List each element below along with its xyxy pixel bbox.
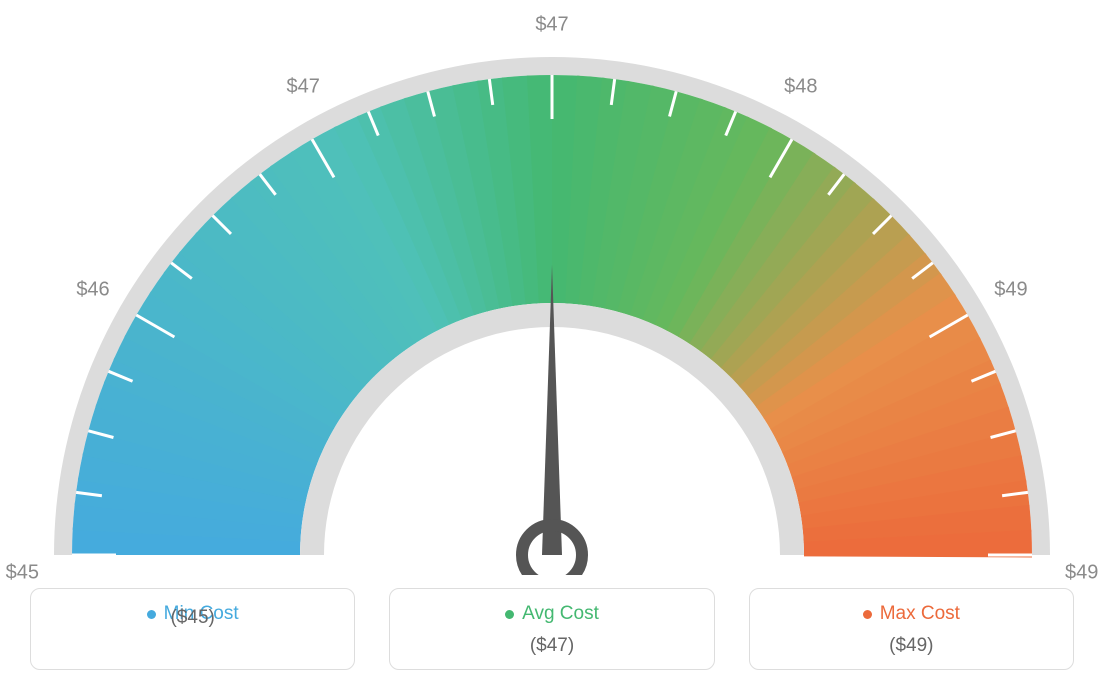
- legend-card-max: Max Cost ($49): [749, 588, 1074, 670]
- legend-title-text: Avg Cost: [522, 603, 599, 625]
- legend-title-max: Max Cost: [863, 603, 960, 625]
- dot-icon: [863, 610, 872, 619]
- gauge: $45$46$47$47$48$49$49: [0, 0, 1104, 575]
- gauge-tick-label: $49: [994, 279, 1027, 302]
- gauge-svg: [0, 0, 1104, 575]
- chart-container: $45 $46 $47 $47 $48 $49 $49 Min Cost ($45) Avg…: [0, 0, 1104, 690]
- legend-card-avg: Avg Cost ($47): [389, 588, 714, 670]
- legend-row: Min Cost ($45) Avg Cost ($47) Max Cost (…: [30, 588, 1074, 670]
- gauge-tick-label: $47: [535, 14, 568, 37]
- dot-icon: [147, 610, 156, 619]
- gauge-tick-label: $47: [286, 76, 319, 99]
- legend-card-min: Min Cost ($45): [30, 588, 355, 670]
- gauge-tick-label: $46: [76, 279, 109, 302]
- legend-title-text: Max Cost: [880, 603, 960, 625]
- gauge-tick-label: $48: [784, 76, 817, 99]
- gauge-tick-label: $45: [6, 562, 39, 585]
- legend-value-max: ($49): [760, 635, 1063, 657]
- legend-value-min-real: ($45): [41, 607, 344, 629]
- dot-icon: [505, 610, 514, 619]
- legend-title-avg: Avg Cost: [505, 603, 599, 625]
- legend-value-avg: ($47): [400, 635, 703, 657]
- gauge-tick-label: $49: [1065, 562, 1098, 585]
